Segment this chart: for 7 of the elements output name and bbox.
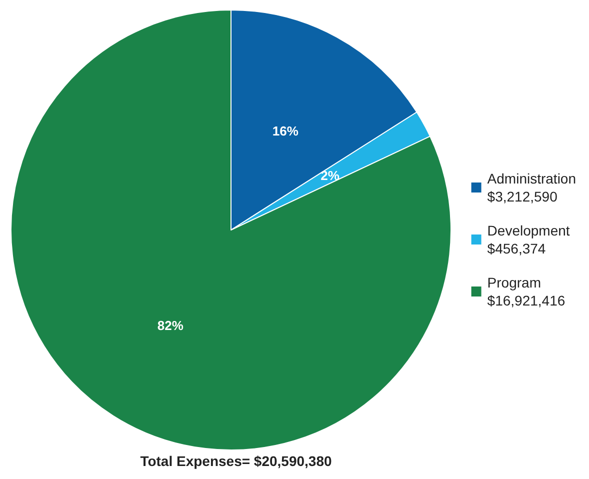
legend-label: Program $16,921,416 (487, 274, 566, 308)
legend-label: Development $456,374 (487, 222, 570, 256)
legend-label: Administration $3,212,590 (487, 170, 576, 204)
data-label: 16% (272, 123, 299, 138)
data-label: 2% (320, 168, 340, 184)
text: Total Expenses= $20,590,380 (140, 453, 332, 469)
data-label: 82% (157, 318, 184, 333)
